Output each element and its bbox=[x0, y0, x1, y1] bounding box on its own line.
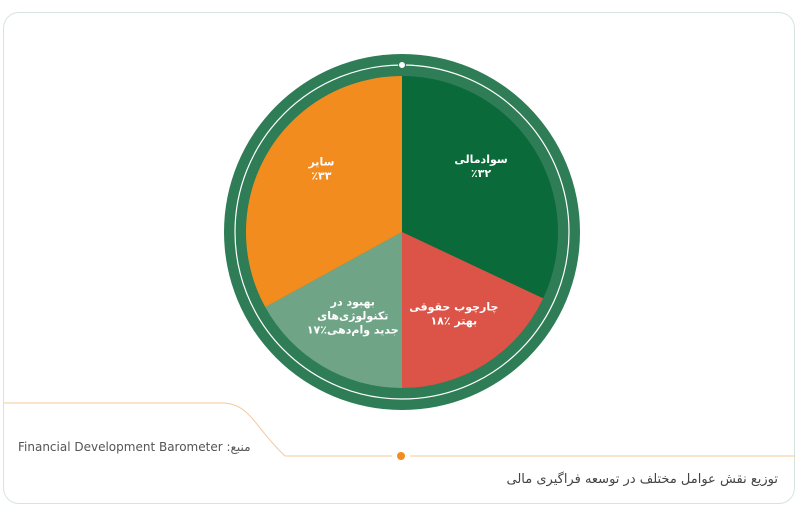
slice-label-line: سایر bbox=[307, 155, 334, 168]
pie-slice bbox=[402, 232, 544, 388]
pie-slice bbox=[265, 232, 402, 388]
slice-label-line: چارچوب حقوقی bbox=[409, 301, 498, 314]
chart-caption: توزیع نقش عوامل مختلف در توسعه فراگیری م… bbox=[506, 472, 779, 487]
source-label: منبع: bbox=[226, 440, 251, 454]
slice-label-line: تکنولوژی‌های bbox=[317, 309, 388, 322]
slice-label-line: جدید وام‌دهی٪۱۷ bbox=[307, 323, 399, 336]
footer-divider-left bbox=[4, 402, 392, 457]
slice-label-line: ٪۳۳ bbox=[311, 169, 331, 182]
slice-label: چارچوب حقوقی بهتر ٪۱۸ bbox=[409, 301, 498, 328]
pie-slice bbox=[402, 76, 558, 299]
slice-label: سوادمالی ٪۳۲ bbox=[454, 153, 507, 180]
footer-dot bbox=[397, 452, 405, 460]
slice-label-line: بهبود در bbox=[330, 295, 375, 308]
source-value: Financial Development Barometer bbox=[18, 440, 223, 454]
slice-label-line: سوادمالی bbox=[454, 153, 507, 166]
slice-label: بهبود در تکنولوژی‌های جدید وام‌دهی٪۱۷ bbox=[307, 295, 399, 336]
pie-slice bbox=[246, 76, 402, 308]
source-line: منبع: Financial Development Barometer bbox=[18, 440, 258, 454]
ring-top-dot bbox=[398, 61, 406, 69]
slice-label: سایر ٪۳۳ bbox=[307, 155, 334, 182]
slice-label-line: ٪۳۲ bbox=[471, 167, 491, 180]
slice-label-line: بهتر ٪۱۸ bbox=[430, 315, 477, 328]
